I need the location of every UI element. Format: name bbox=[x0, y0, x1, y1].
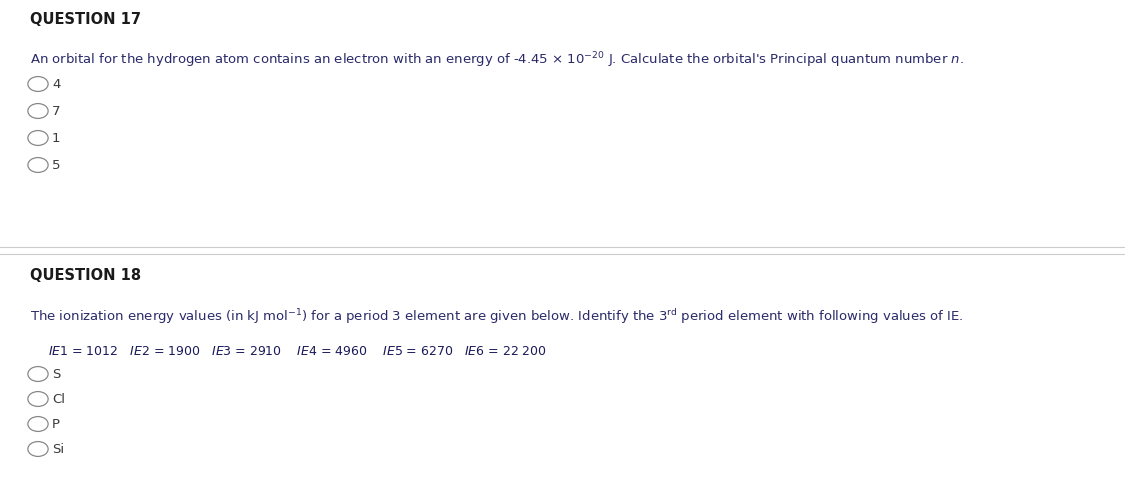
Text: 1: 1 bbox=[52, 132, 61, 145]
Text: QUESTION 17: QUESTION 17 bbox=[30, 12, 141, 27]
Text: S: S bbox=[52, 368, 61, 381]
Text: Cl: Cl bbox=[52, 393, 65, 406]
Text: QUESTION 18: QUESTION 18 bbox=[30, 268, 141, 283]
Text: 7: 7 bbox=[52, 105, 61, 118]
Text: The ionization energy values (in kJ mol$^{-1}$) for a period 3 element are given: The ionization energy values (in kJ mol$… bbox=[30, 307, 964, 326]
Text: Si: Si bbox=[52, 443, 64, 456]
Text: $\it{IE}$1 = 1012   $\it{IE}$2 = 1900   $\it{IE}$3 = 2910    $\it{IE}$4 = 4960  : $\it{IE}$1 = 1012 $\it{IE}$2 = 1900 $\it… bbox=[48, 345, 547, 358]
Text: 5: 5 bbox=[52, 159, 61, 172]
Text: 4: 4 bbox=[52, 78, 61, 91]
Text: An orbital for the hydrogen atom contains an electron with an energy of -4.45 $\: An orbital for the hydrogen atom contain… bbox=[30, 50, 964, 69]
Text: P: P bbox=[52, 418, 60, 431]
